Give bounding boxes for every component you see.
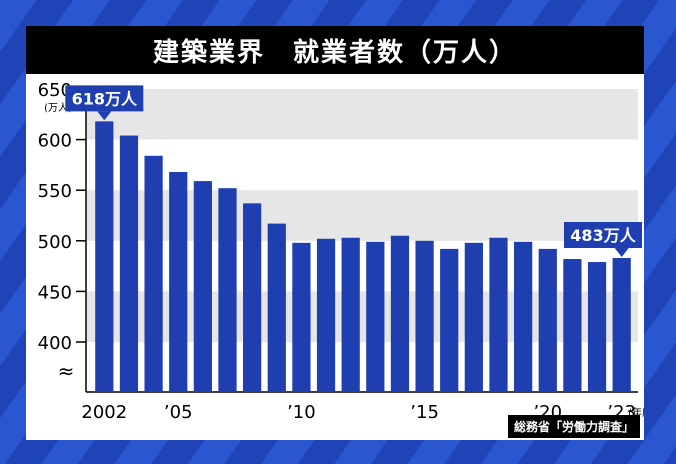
bar [390, 235, 410, 392]
bar [292, 242, 311, 392]
bar [440, 248, 459, 392]
grid-band [86, 190, 638, 241]
bar [119, 135, 139, 392]
chart-title: 建築業界 就業者数（万人） [26, 26, 644, 74]
data-callout [65, 85, 144, 112]
bar [612, 258, 631, 392]
y-tick-label: 400 [38, 333, 72, 354]
y-unit-label: (万人) [44, 102, 72, 114]
bar [366, 241, 385, 392]
x-tick-label: ’10 [287, 402, 316, 423]
y-tick-label: 500 [38, 232, 72, 253]
bar [243, 203, 262, 392]
y-tick-label: 450 [38, 282, 72, 303]
source-label: 総務省「労働力調査」 [507, 415, 640, 438]
bar [193, 181, 212, 392]
bar [514, 241, 533, 392]
bar [464, 242, 483, 392]
x-tick-label: 2002 [81, 402, 127, 423]
y-tick-label: 550 [38, 181, 72, 202]
bar [144, 155, 163, 392]
bar [316, 238, 336, 392]
bar [489, 237, 508, 392]
y-tick-label: 650 [38, 80, 72, 101]
bar [341, 237, 360, 392]
callout-pointer [97, 111, 112, 121]
bar-chart: 400450500550600650(万人)≈2002’05’10’15’20’… [38, 80, 644, 423]
bar [267, 223, 286, 392]
data-label: 618万人 [72, 89, 138, 108]
bar [587, 262, 607, 392]
bar [538, 248, 557, 392]
axis-break-icon: ≈ [58, 359, 75, 383]
bar [95, 121, 114, 392]
bar [169, 171, 188, 392]
data-callout [564, 222, 642, 249]
x-tick-label: ’15 [410, 402, 439, 423]
bar [218, 188, 237, 392]
callout-pointer [614, 248, 629, 258]
y-tick-label: 600 [38, 131, 72, 152]
bar [563, 259, 582, 392]
grid-band [86, 89, 638, 140]
bar [415, 240, 434, 392]
x-tick-label: ’05 [164, 402, 193, 423]
data-label: 483万人 [570, 226, 636, 245]
